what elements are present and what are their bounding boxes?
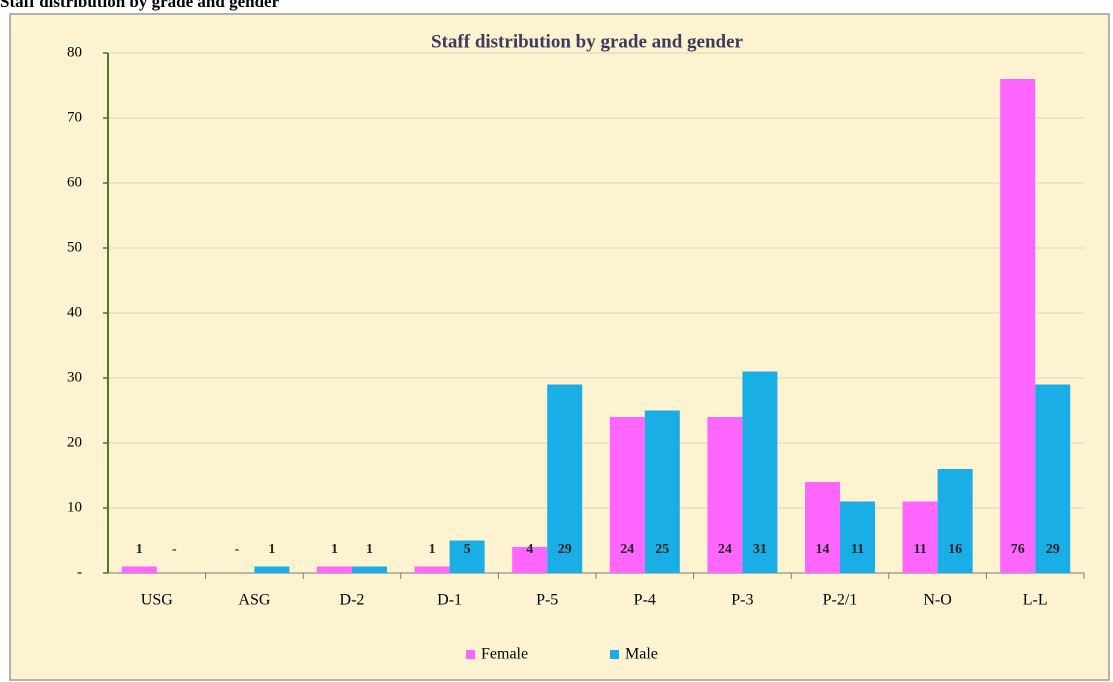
x-tick-label: D-2 <box>340 592 365 609</box>
bar <box>742 371 778 573</box>
bar <box>449 540 485 573</box>
data-label: 29 <box>558 542 572 557</box>
bar <box>609 417 645 573</box>
bar <box>547 384 583 573</box>
bar <box>707 417 743 573</box>
bar <box>644 410 680 573</box>
data-label: 1 <box>136 542 143 557</box>
y-tick-label: 30 <box>67 369 82 385</box>
data-label: 25 <box>655 542 669 557</box>
x-tick-label: P-3 <box>731 592 753 609</box>
legend-label: Female <box>481 646 528 663</box>
x-tick-label: P-2/1 <box>823 592 858 609</box>
data-label: 11 <box>913 542 926 557</box>
data-label: 76 <box>1011 542 1025 557</box>
data-label: 11 <box>851 542 864 557</box>
data-label: 16 <box>948 542 962 557</box>
data-label: 1 <box>268 542 275 557</box>
bar <box>902 501 938 573</box>
bar <box>805 482 840 573</box>
x-tick-label: USG <box>141 592 173 609</box>
y-tick-label: 40 <box>67 304 82 320</box>
chart-background <box>9 13 1110 681</box>
page-heading: Staff distribution by grade and gender <box>0 0 280 11</box>
bar <box>1000 79 1036 573</box>
x-tick-label: P-4 <box>634 592 656 609</box>
x-tick-label: ASG <box>238 592 270 609</box>
y-tick-label: 80 <box>67 44 82 60</box>
legend-swatch <box>466 650 475 659</box>
y-tick-label: 60 <box>67 174 82 190</box>
bar <box>254 566 290 573</box>
y-tick-label: 50 <box>67 239 82 255</box>
bar <box>121 566 157 573</box>
data-label: 1 <box>429 542 436 557</box>
y-tick-label: 70 <box>67 109 82 125</box>
bar <box>512 547 548 573</box>
chart-title: Staff distribution by grade and gender <box>431 31 744 52</box>
bar <box>352 566 387 573</box>
y-tick-label: 20 <box>67 434 82 450</box>
bar <box>414 566 450 573</box>
bar <box>840 501 875 573</box>
bar <box>317 566 352 573</box>
legend-swatch <box>610 650 619 659</box>
x-tick-label: N-O <box>923 592 951 609</box>
data-label: - <box>235 542 240 557</box>
data-label: 31 <box>753 542 767 557</box>
data-label: 29 <box>1046 542 1060 557</box>
x-tick-label: L-L <box>1023 592 1048 609</box>
bar <box>937 469 973 573</box>
data-label: 4 <box>526 542 533 557</box>
bar <box>1035 384 1071 573</box>
x-tick-label: P-5 <box>536 592 558 609</box>
x-tick-label: D-1 <box>437 592 462 609</box>
legend-label: Male <box>625 646 658 663</box>
data-label: 24 <box>620 542 634 557</box>
y-tick-label: - <box>77 564 82 580</box>
data-label: 1 <box>366 542 373 557</box>
y-tick-label: 10 <box>67 499 82 515</box>
data-label: 5 <box>464 542 471 557</box>
data-label: 24 <box>718 542 732 557</box>
data-label: 1 <box>331 542 338 557</box>
data-label: 14 <box>816 542 830 557</box>
data-label: - <box>172 542 177 557</box>
